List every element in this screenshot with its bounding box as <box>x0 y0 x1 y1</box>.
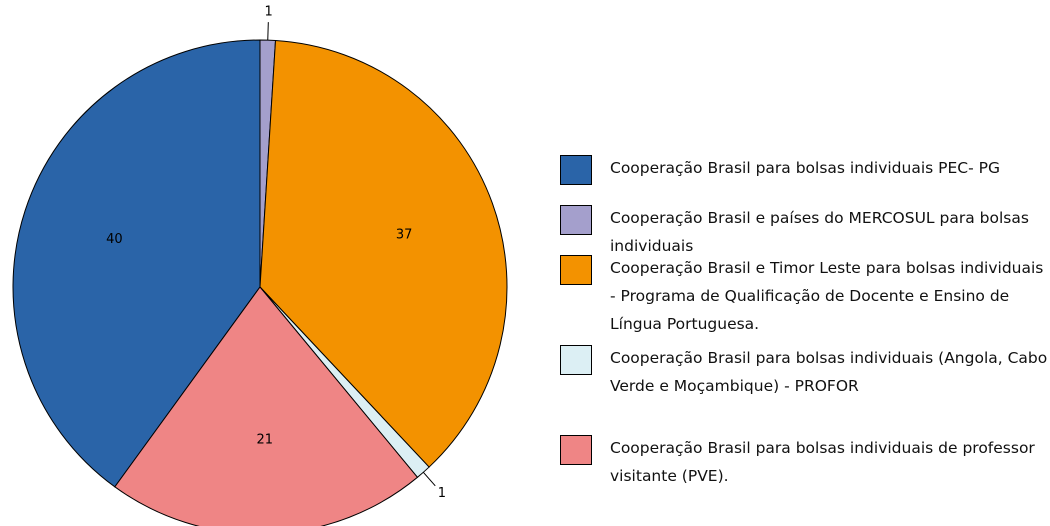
legend-item: Cooperação Brasil e países do MERCOSUL p… <box>560 205 1050 260</box>
legend-label: Cooperação Brasil e Timor Leste para bol… <box>610 259 1044 333</box>
legend-label: Cooperação Brasil para bolsas individuai… <box>610 159 1000 177</box>
pie-slice <box>259 39 508 468</box>
legend-item: Cooperação Brasil para bolsas individuai… <box>560 155 1050 185</box>
legend-swatch <box>560 205 592 235</box>
legend-swatch <box>560 435 592 465</box>
legend-item: Cooperação Brasil e Timor Leste para bol… <box>560 255 1050 338</box>
leader-line <box>267 22 269 41</box>
legend-item: Cooperação Brasil para bolsas individuai… <box>560 435 1050 490</box>
legend-label: Cooperação Brasil e países do MERCOSUL p… <box>610 209 1029 255</box>
pie-slice <box>12 39 261 488</box>
legend-label: Cooperação Brasil para bolsas individuai… <box>610 349 1048 395</box>
data-label: 21 <box>257 433 274 448</box>
pie-slice <box>114 286 419 526</box>
legend-swatch <box>560 155 592 185</box>
data-label: 37 <box>396 228 413 243</box>
legend-swatch <box>560 255 592 285</box>
data-label: 1 <box>438 486 446 501</box>
legend-item: Cooperação Brasil para bolsas individuai… <box>560 345 1050 400</box>
legend-label: Cooperação Brasil para bolsas individuai… <box>610 439 1035 485</box>
data-label: 1 <box>264 5 272 20</box>
leader-line <box>422 471 436 487</box>
legend-swatch <box>560 345 592 375</box>
data-label: 40 <box>106 232 123 247</box>
